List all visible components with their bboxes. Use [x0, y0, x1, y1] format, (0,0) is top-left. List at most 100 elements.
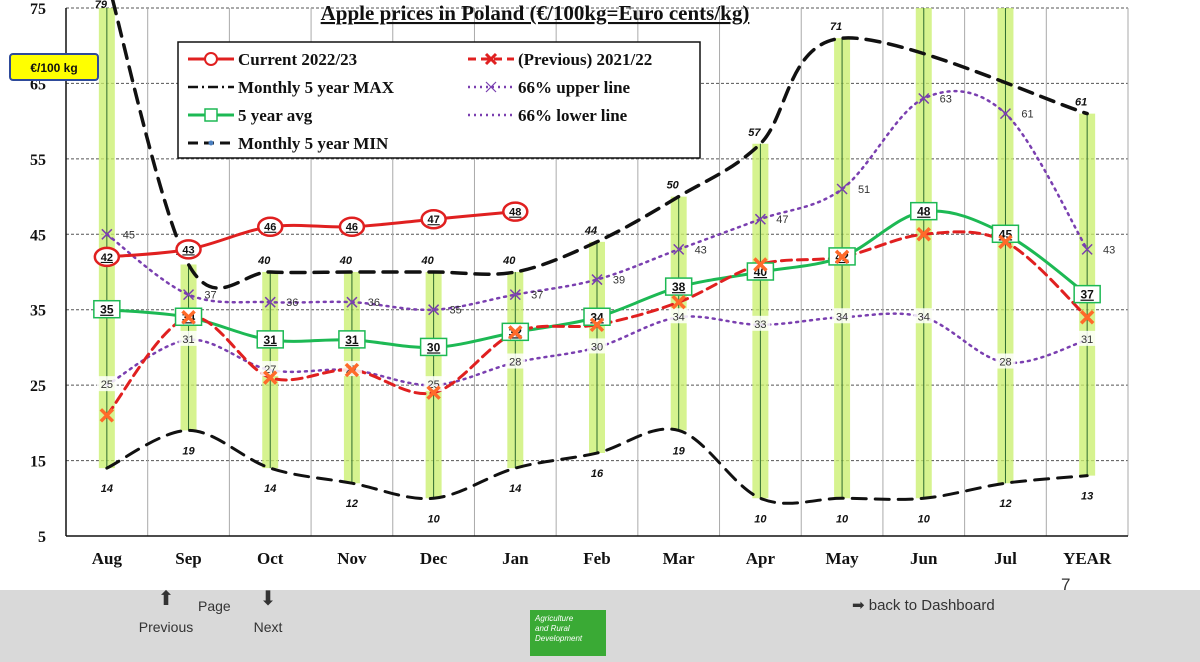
legend-label: 66% upper line [518, 78, 631, 97]
lower-label-bg [913, 308, 934, 324]
dashboard-label: back to Dashboard [868, 597, 995, 614]
upper-marker [754, 213, 766, 225]
avg-label: 31 [345, 333, 359, 347]
upper-marker [101, 228, 113, 240]
previous-marker [1079, 310, 1095, 325]
y-tick-label: 75 [30, 1, 46, 18]
legend: Current 2022/23 Monthly 5 year MAX 5 year … [177, 41, 701, 159]
min-label: 10 [836, 513, 849, 525]
logo-line-3: Development [535, 634, 583, 643]
upper-label: 63 [940, 94, 952, 106]
upper-label: 36 [368, 297, 380, 309]
current-marker [338, 216, 366, 237]
legend-label: Monthly 5 year MAX [238, 78, 395, 97]
up-arrow-icon: ⬆ [157, 588, 175, 610]
lower-label: 25 [101, 379, 113, 391]
lower-label-bg [668, 308, 689, 324]
avg-label: 31 [264, 333, 278, 347]
lower-label: 34 [836, 311, 848, 323]
unit-label: €/100 kg [30, 61, 77, 75]
legend-item-max: Monthly 5 year MAX [188, 78, 395, 97]
previous-marker [99, 408, 115, 423]
dashboard-link[interactable]: ➡ back to Dashboard [852, 596, 995, 614]
upper-label: 37 [531, 290, 543, 302]
current-marker [256, 216, 284, 237]
lower-label-bg [1077, 330, 1098, 346]
upper-marker [264, 296, 276, 308]
current-label: 42 [101, 252, 113, 264]
legend-label: 5 year avg [238, 106, 313, 125]
previous-marker [916, 227, 932, 242]
min-label: 10 [427, 513, 440, 525]
lower-label: 31 [182, 334, 194, 346]
y-tick-label: 45 [30, 227, 46, 244]
legend-item-min: Monthly 5 year MIN [188, 134, 389, 153]
current-label: 47 [427, 214, 439, 226]
max-label: 71 [830, 21, 842, 33]
current-marker [175, 239, 202, 260]
previous-marker [998, 234, 1013, 250]
legend-label: 66% lower line [518, 106, 628, 125]
min-label: 14 [264, 483, 276, 495]
x-tick-label: Dec [420, 549, 448, 568]
upper-label: 36 [286, 297, 298, 309]
min-line [105, 427, 1089, 505]
upper-label: 45 [123, 229, 135, 241]
avg-box [93, 299, 121, 319]
legend-label: (Previous) 2021/22 [518, 50, 652, 69]
min-label: 13 [1081, 491, 1093, 503]
upper-marker [428, 304, 440, 316]
min-label: 12 [346, 498, 358, 510]
next-link[interactable]: Next [253, 619, 283, 635]
x-tick-label: Feb [583, 549, 610, 568]
prev-nav[interactable]: ⬆ Previous [136, 586, 196, 635]
avg-box [1073, 284, 1101, 304]
max-label: 40 [420, 255, 434, 267]
min-label: 16 [591, 468, 604, 480]
previous-marker [262, 370, 278, 385]
legend-item-current: Current 2022/23 [188, 50, 357, 69]
x-tick-label: Jul [994, 549, 1017, 568]
x-tick-label: Jun [910, 549, 938, 568]
legend-label: Monthly 5 year MIN [238, 134, 389, 153]
avg-box [910, 201, 938, 221]
x-tick-label: Sep [175, 549, 201, 568]
previous-marker [508, 325, 523, 340]
lower-label: 28 [509, 357, 521, 369]
legend-marker [484, 52, 498, 66]
upper-label: 39 [613, 275, 625, 287]
max-label: 79 [95, 0, 108, 11]
min-label: 10 [918, 513, 931, 525]
legend-marker [204, 108, 218, 122]
upper-label: 51 [858, 184, 870, 196]
legend-marker [208, 140, 214, 146]
max-label: 44 [584, 225, 597, 237]
lower-label-bg [587, 338, 607, 354]
upper-label: 35 [449, 305, 461, 317]
lower-label-bg [505, 353, 526, 369]
upper-marker [591, 274, 603, 286]
apple-price-chart: 4537363635373943475163614325312727252830… [0, 0, 1200, 590]
max-label: 61 [1075, 97, 1087, 109]
previous-link[interactable]: Previous [138, 619, 194, 635]
min-label: 19 [182, 445, 195, 457]
min-label: 19 [673, 445, 686, 457]
upper-marker [183, 289, 195, 301]
legend-item-upper: 66% upper line [468, 78, 631, 97]
upper-label: 43 [695, 244, 707, 256]
legend-marker [485, 81, 497, 93]
lower-label: 33 [754, 319, 766, 331]
next-nav[interactable]: ⬇ Next [246, 586, 290, 635]
current-label: 48 [509, 207, 521, 219]
lower-label: 31 [1081, 334, 1093, 346]
page-number: 7 [1061, 575, 1071, 594]
min-label: 14 [101, 483, 113, 495]
y-tick-label: 5 [38, 529, 46, 546]
max-label: 40 [257, 255, 271, 267]
previous-marker [181, 310, 196, 325]
upper-marker [836, 183, 848, 195]
x-tick-label: YEAR [1063, 549, 1112, 568]
x-tick-label: Jan [502, 549, 529, 568]
